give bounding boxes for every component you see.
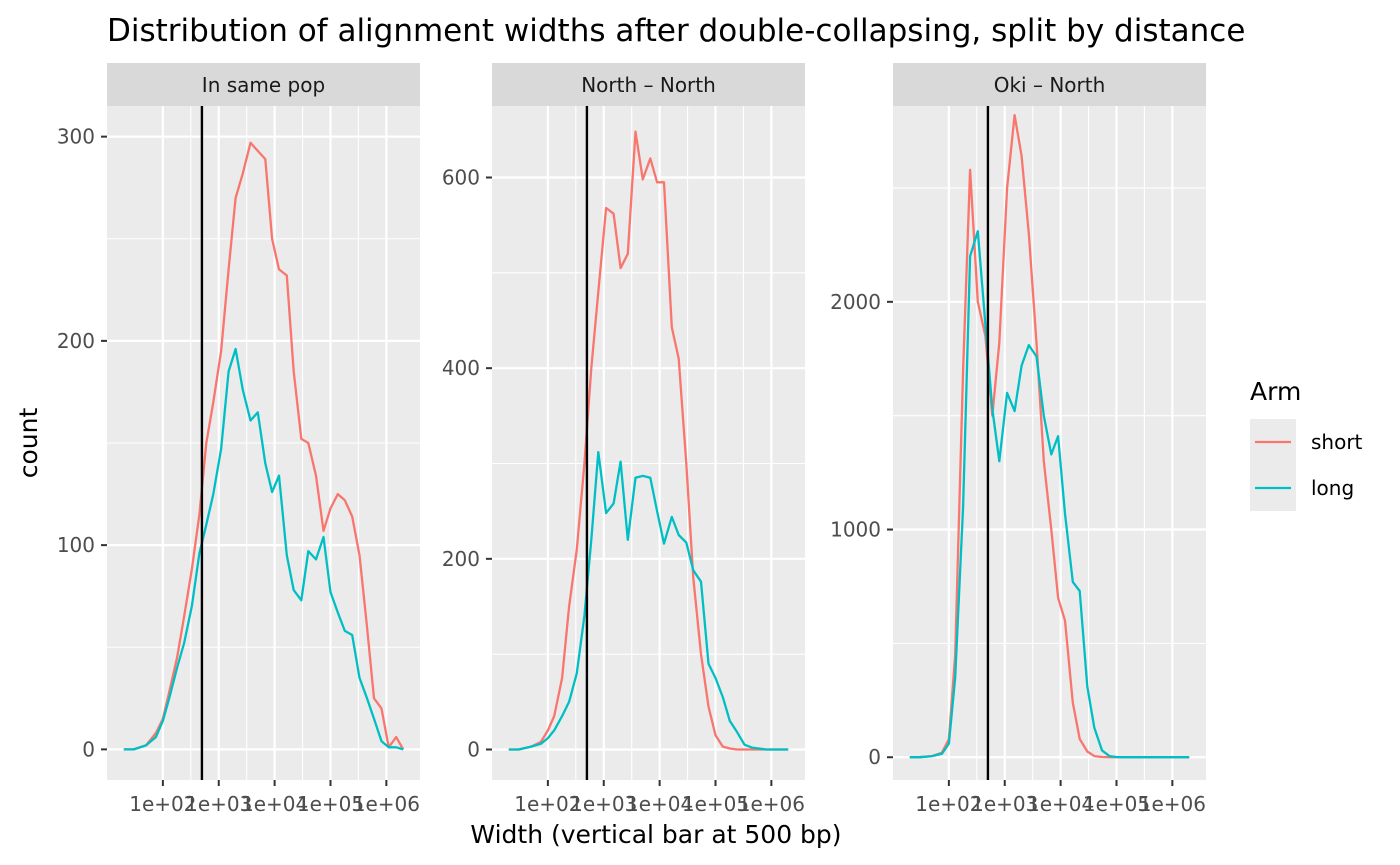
strip-label: In same pop bbox=[202, 73, 325, 97]
x-tick-label: 1e+02 bbox=[514, 792, 581, 816]
legend-title: Arm bbox=[1250, 377, 1301, 406]
y-tick-label: 1000 bbox=[830, 518, 881, 542]
x-axis-title: Width (vertical bar at 500 bp) bbox=[470, 820, 841, 849]
x-tick-label: 1e+03 bbox=[570, 792, 637, 816]
y-tick-label: 300 bbox=[57, 125, 95, 149]
y-tick-label: 2000 bbox=[830, 290, 881, 314]
y-tick-label: 100 bbox=[57, 533, 95, 557]
legend-label-long: long bbox=[1311, 476, 1354, 500]
series-line-short bbox=[123, 141, 405, 751]
x-tick-label: 1e+05 bbox=[682, 792, 749, 816]
x-tick-label: 1e+04 bbox=[1027, 792, 1094, 816]
x-tick-label: 1e+04 bbox=[626, 792, 693, 816]
y-tick-label: 200 bbox=[57, 329, 95, 353]
strip-background bbox=[893, 63, 1206, 106]
chart-panels: In same pop01002003001e+021e+031e+041e+0… bbox=[57, 63, 1206, 816]
x-tick-label: 1e+06 bbox=[353, 792, 420, 816]
x-tick-label: 1e+04 bbox=[241, 792, 308, 816]
y-tick-label: 200 bbox=[442, 547, 480, 571]
series-line-short bbox=[508, 130, 789, 751]
legend-label-short: short bbox=[1311, 430, 1363, 454]
y-tick-label: 600 bbox=[442, 165, 480, 189]
x-tick-label: 1e+06 bbox=[1139, 792, 1206, 816]
strip-label: North – North bbox=[581, 73, 716, 97]
strip-background bbox=[107, 63, 420, 106]
y-axis-title: count bbox=[14, 408, 43, 479]
series-line-long bbox=[909, 230, 1190, 759]
x-tick-label: 1e+05 bbox=[1083, 792, 1150, 816]
chart-title: Distribution of alignment widths after d… bbox=[107, 13, 1245, 49]
panel-background bbox=[492, 106, 805, 780]
y-tick-label: 400 bbox=[442, 356, 480, 380]
x-tick-label: 1e+05 bbox=[297, 792, 364, 816]
x-tick-label: 1e+06 bbox=[738, 792, 805, 816]
x-tick-label: 1e+03 bbox=[971, 792, 1038, 816]
panel-2: North – North02004006001e+021e+031e+041e… bbox=[442, 63, 805, 816]
y-tick-label: 0 bbox=[82, 737, 95, 761]
x-tick-label: 1e+03 bbox=[185, 792, 252, 816]
strip-background bbox=[492, 63, 805, 106]
y-tick-label: 0 bbox=[467, 737, 480, 761]
series-line-long bbox=[508, 450, 789, 751]
legend: Arm short long bbox=[1250, 377, 1363, 511]
y-tick-label: 0 bbox=[868, 745, 881, 769]
series-line-long bbox=[123, 347, 404, 751]
x-tick-label: 1e+02 bbox=[915, 792, 982, 816]
strip-label: Oki – North bbox=[994, 73, 1106, 97]
panel-1: In same pop01002003001e+021e+031e+041e+0… bbox=[57, 63, 420, 816]
x-tick-label: 1e+02 bbox=[129, 792, 196, 816]
panel-3: Oki – North 0 1000 2000 1e+021e+031e+041e+05… bbox=[830, 63, 1206, 816]
